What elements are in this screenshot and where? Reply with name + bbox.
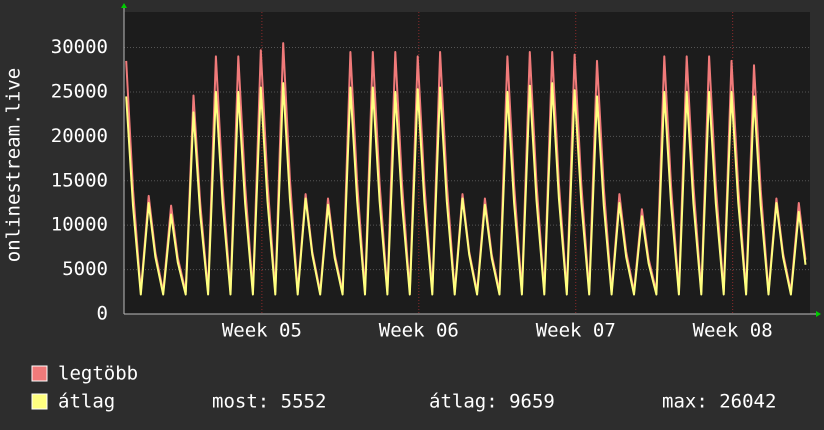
axis-arrow (816, 311, 821, 317)
legend-stat: átlag: 9659 (429, 391, 555, 413)
legend-label: legtöbb (58, 363, 138, 385)
y-tick-label: 15000 (51, 169, 108, 191)
x-tick-label: Week 08 (693, 320, 773, 342)
legend-swatch (31, 393, 48, 410)
y-axis-label: onlinestream.live (3, 68, 25, 262)
x-tick-label: Week 07 (536, 320, 616, 342)
y-tick-label: 30000 (51, 36, 108, 58)
x-tick-label: Week 06 (379, 320, 459, 342)
series-line (125, 82, 807, 296)
legend-label: átlag (58, 391, 115, 413)
y-tick-label: 20000 (51, 125, 108, 147)
y-tick-label: 0 (97, 303, 108, 325)
x-tick-label: Week 05 (222, 320, 302, 342)
y-tick-label: 10000 (51, 214, 108, 236)
legend-stat: most: 5552 (212, 391, 326, 413)
legend-stat: max: 26042 (662, 391, 776, 413)
y-tick-label: 5000 (62, 258, 108, 280)
y-tick-label: 25000 (51, 80, 108, 102)
legend-swatch (31, 365, 48, 382)
axis-arrow (121, 3, 127, 8)
